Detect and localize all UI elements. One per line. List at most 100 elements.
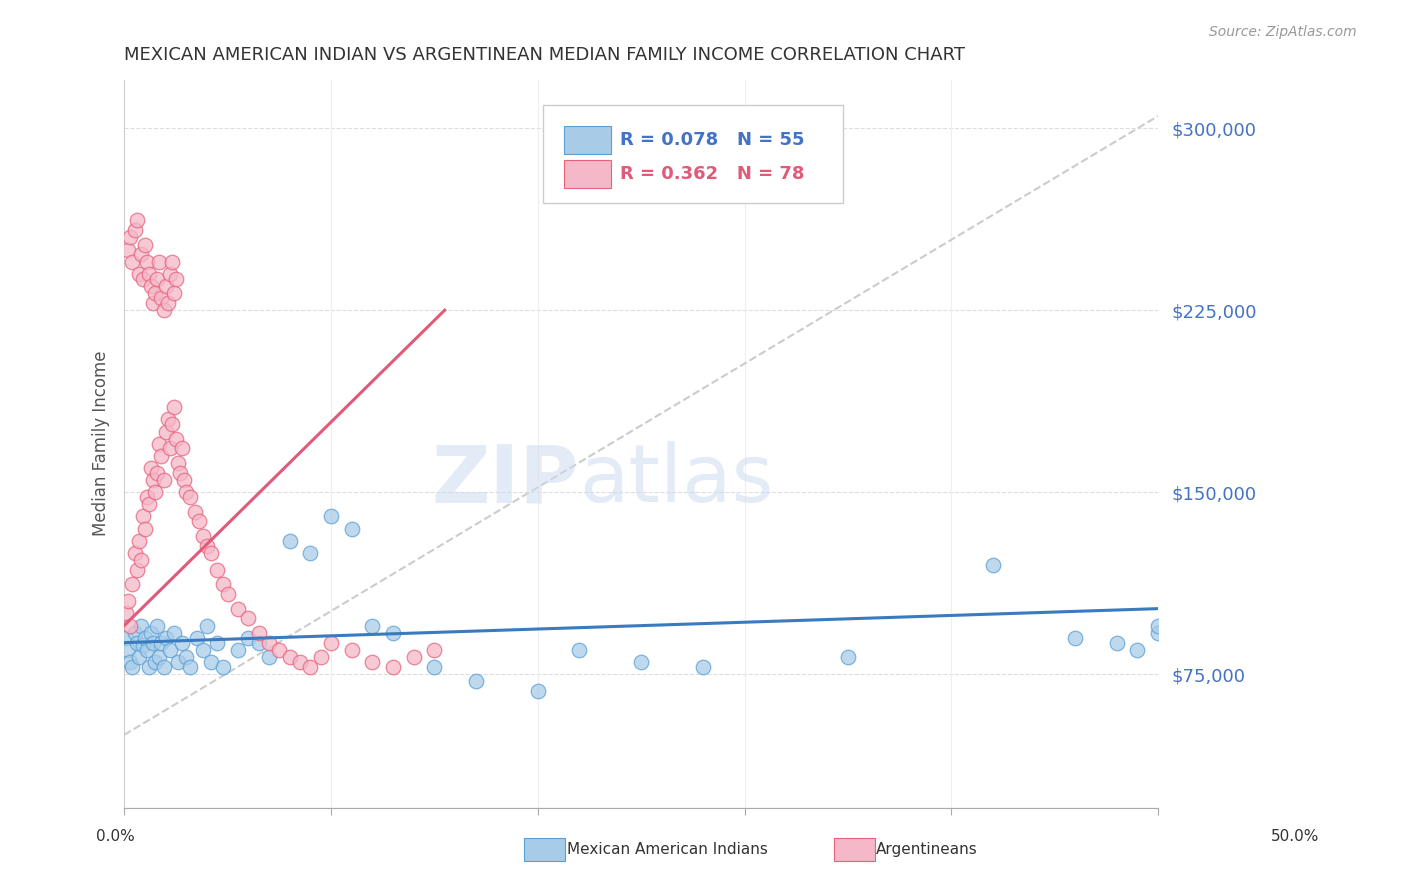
- Point: [152, 303, 174, 318]
- Point: [124, 546, 146, 560]
- Point: [212, 660, 235, 674]
- Point: [299, 660, 322, 674]
- Point: [191, 529, 214, 543]
- Point: [837, 650, 859, 665]
- Point: [319, 509, 342, 524]
- Point: [117, 643, 139, 657]
- Point: [120, 230, 142, 244]
- Point: [361, 655, 384, 669]
- Point: [169, 466, 191, 480]
- Point: [155, 425, 177, 439]
- Text: Mexican American Indians: Mexican American Indians: [567, 842, 768, 856]
- Text: 50.0%: 50.0%: [1271, 830, 1319, 844]
- FancyBboxPatch shape: [564, 160, 612, 188]
- Point: [1064, 631, 1087, 645]
- Point: [150, 635, 173, 649]
- Point: [172, 635, 194, 649]
- Point: [172, 442, 194, 456]
- Point: [423, 643, 446, 657]
- Point: [226, 643, 249, 657]
- Point: [134, 522, 156, 536]
- Point: [174, 485, 197, 500]
- Point: [200, 655, 222, 669]
- Point: [142, 296, 165, 310]
- Point: [120, 618, 142, 632]
- Point: [207, 563, 229, 577]
- Point: [464, 674, 486, 689]
- Point: [146, 466, 169, 480]
- Point: [143, 485, 166, 500]
- Point: [125, 635, 148, 649]
- Point: [129, 553, 152, 567]
- FancyBboxPatch shape: [543, 105, 842, 203]
- Point: [129, 618, 152, 632]
- Point: [423, 660, 446, 674]
- Point: [630, 655, 652, 669]
- Point: [148, 436, 170, 450]
- Point: [382, 626, 405, 640]
- Point: [159, 267, 181, 281]
- Point: [125, 563, 148, 577]
- Point: [142, 473, 165, 487]
- Point: [138, 267, 160, 281]
- Point: [238, 631, 260, 645]
- Point: [288, 655, 311, 669]
- Point: [1147, 626, 1170, 640]
- Point: [115, 607, 138, 621]
- Point: [148, 650, 170, 665]
- Text: MEXICAN AMERICAN INDIAN VS ARGENTINEAN MEDIAN FAMILY INCOME CORRELATION CHART: MEXICAN AMERICAN INDIAN VS ARGENTINEAN M…: [124, 46, 965, 64]
- Point: [195, 539, 218, 553]
- Point: [526, 684, 548, 698]
- Text: R = 0.078   N = 55: R = 0.078 N = 55: [620, 131, 806, 149]
- Point: [160, 417, 183, 432]
- Point: [165, 432, 187, 446]
- Point: [134, 237, 156, 252]
- Point: [191, 643, 214, 657]
- Point: [269, 643, 291, 657]
- Point: [132, 638, 155, 652]
- Point: [1147, 618, 1170, 632]
- Point: [173, 473, 195, 487]
- Point: [226, 601, 249, 615]
- Point: [247, 626, 270, 640]
- Point: [167, 655, 190, 669]
- Point: [117, 594, 139, 608]
- Point: [143, 655, 166, 669]
- Point: [132, 271, 155, 285]
- Point: [340, 643, 363, 657]
- Point: [174, 650, 197, 665]
- Point: [257, 635, 280, 649]
- Point: [152, 473, 174, 487]
- Point: [238, 611, 260, 625]
- Point: [159, 442, 181, 456]
- Point: [160, 254, 183, 268]
- Point: [138, 660, 160, 674]
- Text: atlas: atlas: [579, 441, 773, 519]
- Point: [139, 461, 162, 475]
- Text: Argentineans: Argentineans: [876, 842, 977, 856]
- Point: [121, 254, 143, 268]
- Point: [136, 490, 159, 504]
- Point: [124, 626, 146, 640]
- Point: [139, 626, 162, 640]
- Point: [125, 213, 148, 227]
- Point: [139, 279, 162, 293]
- Point: [155, 631, 177, 645]
- Text: ZIP: ZIP: [432, 441, 579, 519]
- Point: [179, 660, 201, 674]
- Point: [117, 243, 139, 257]
- Point: [692, 660, 714, 674]
- Point: [309, 650, 332, 665]
- Point: [150, 449, 173, 463]
- Point: [382, 660, 405, 674]
- Point: [257, 650, 280, 665]
- Point: [129, 247, 152, 261]
- Text: R = 0.362   N = 78: R = 0.362 N = 78: [620, 165, 806, 183]
- Point: [361, 618, 384, 632]
- Point: [402, 650, 425, 665]
- Point: [163, 401, 186, 415]
- Point: [187, 514, 209, 528]
- Point: [143, 286, 166, 301]
- Point: [128, 650, 150, 665]
- Point: [121, 660, 143, 674]
